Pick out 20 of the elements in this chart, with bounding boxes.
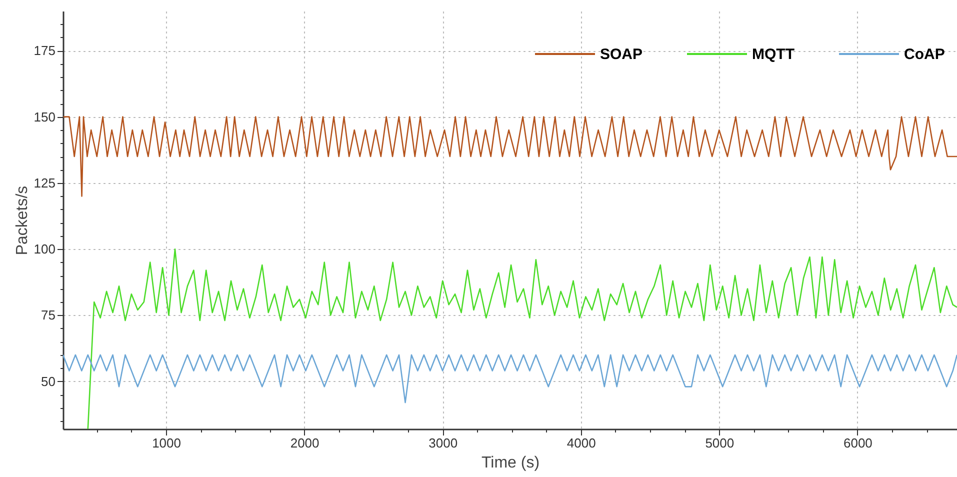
line-series xyxy=(63,354,957,404)
x-tick-label: 4000 xyxy=(566,436,596,450)
x-tick-label: 5000 xyxy=(705,436,734,450)
x-tick-label: 1000 xyxy=(152,436,181,450)
y-tick-label: 150 xyxy=(34,109,56,124)
line-series xyxy=(87,248,957,429)
x-axis-title: Time (s) xyxy=(481,454,540,472)
y-tick-label: 75 xyxy=(41,308,56,323)
y-tick-label: 50 xyxy=(41,374,56,389)
y-tick-label: 100 xyxy=(34,242,56,257)
legend-label: MQTT xyxy=(752,46,794,63)
y-tick-label: 175 xyxy=(34,43,56,58)
y-axis-title: Packets/s xyxy=(14,186,31,256)
x-tick-label: 3000 xyxy=(428,436,458,450)
line-series xyxy=(63,116,957,197)
x-tick-label: 2000 xyxy=(290,436,320,450)
legend-label: SOAP xyxy=(600,46,643,63)
legend-label: CoAP xyxy=(904,46,945,63)
y-tick-label: 125 xyxy=(34,175,56,190)
x-tick-label: 6000 xyxy=(843,436,872,450)
